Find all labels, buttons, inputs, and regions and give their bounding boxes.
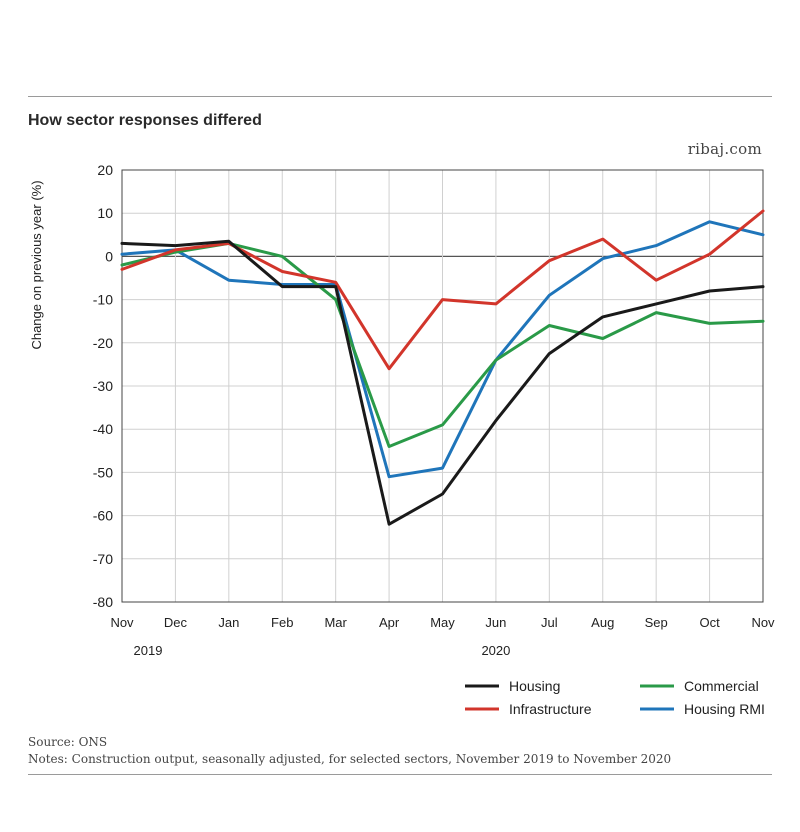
chart-grid (121, 169, 764, 603)
y-tick-label: -40 (93, 421, 113, 437)
year-label: 2020 (481, 643, 510, 658)
y-tick-label: 0 (105, 248, 113, 264)
y-tick-label: 20 (97, 162, 113, 178)
series-line-housing-rmi (120, 220, 765, 479)
plot-frame (121, 169, 764, 603)
x-axis-ticks: Nov Dec Jan Feb Mar Apr May Jun Jul Aug Sep Oct Nov (110, 615, 775, 630)
y-tick-label: -50 (93, 464, 113, 480)
x-tick-label: Jul (541, 615, 558, 630)
source-note: Source: ONS (28, 735, 108, 749)
x-tick-label: Jun (485, 615, 506, 630)
x-tick-label: Aug (591, 615, 614, 630)
y-tick-label: 10 (97, 205, 113, 221)
x-tick-label: Feb (271, 615, 293, 630)
x-tick-label: Nov (751, 615, 775, 630)
y-axis-label: Change on previous year (%) (29, 180, 44, 349)
x-tick-label: Mar (324, 615, 347, 630)
y-tick-label: -70 (93, 551, 113, 567)
x-tick-label: May (430, 615, 455, 630)
legend-label-commercial: Commercial (684, 678, 759, 694)
x-tick-label: Dec (164, 615, 188, 630)
legend-label-housing-rmi: Housing RMI (684, 701, 765, 717)
top-rule (28, 96, 772, 97)
legend-label-housing: Housing (509, 678, 560, 694)
bottom-rule (28, 774, 772, 775)
brand-label: ribaj.com (687, 140, 762, 158)
legend: Housing Commercial Infrastructure Housing R… (465, 678, 765, 717)
y-axis-ticks: 20 10 0 -10 -20 -30 -40 -50 -60 -70 -80 (93, 162, 113, 610)
series-line-infrastructure (120, 209, 765, 371)
notes-text: Notes: Construction output, seasonally a… (28, 752, 672, 766)
y-tick-label: -80 (93, 594, 113, 610)
x-tick-label: Oct (699, 615, 720, 630)
year-label: 2019 (134, 643, 163, 658)
y-tick-label: -60 (93, 508, 113, 524)
x-tick-label: Jan (218, 615, 239, 630)
chart-title: How sector responses differed (28, 112, 262, 129)
x-tick-label: Nov (110, 615, 134, 630)
y-tick-label: -30 (93, 378, 113, 394)
y-tick-label: -20 (93, 335, 113, 351)
series-lines (120, 209, 765, 526)
legend-label-infrastructure: Infrastructure (509, 701, 592, 717)
y-tick-label: -10 (93, 292, 113, 308)
x-tick-label: Sep (645, 615, 668, 630)
x-tick-label: Apr (379, 615, 400, 630)
series-line-housing (120, 239, 765, 526)
year-labels: 2019 2020 (134, 643, 511, 658)
